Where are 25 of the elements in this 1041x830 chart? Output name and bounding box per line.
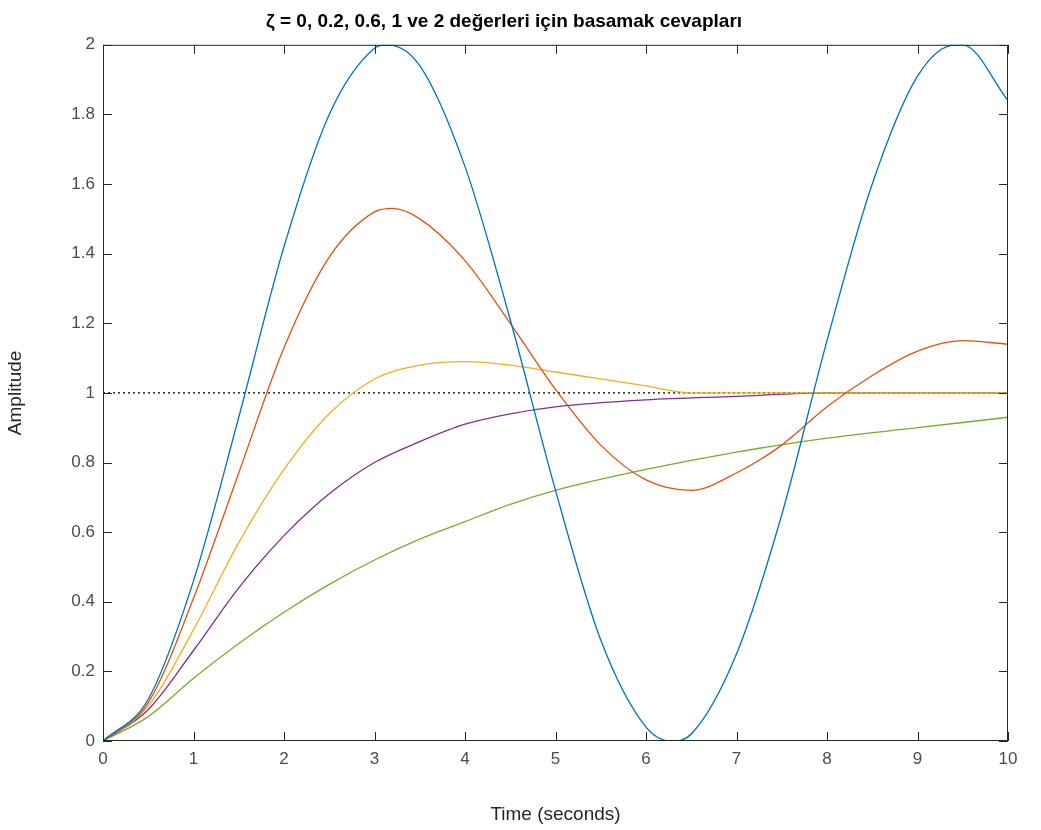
y-tick-label: 1.4 xyxy=(71,243,95,263)
x-tick-label: 5 xyxy=(550,748,561,768)
y-axis-title: Amplitude xyxy=(3,350,25,436)
y-tick-label: 1.8 xyxy=(71,104,95,124)
y-tick-label: 0.4 xyxy=(71,591,95,611)
y-tick-label: 0.6 xyxy=(71,521,95,541)
x-tick-label: 6 xyxy=(641,748,651,768)
x-tick-label: 4 xyxy=(460,748,470,768)
x-tick-label: 3 xyxy=(369,748,380,768)
y-tick-label: 0.2 xyxy=(71,661,95,681)
x-tick-label: 10 xyxy=(998,748,1018,768)
x-tick-label: 8 xyxy=(822,748,832,768)
y-tick-label: 0.8 xyxy=(71,452,95,472)
x-tick-label: 2 xyxy=(279,748,289,768)
y-tick-label: 1.2 xyxy=(71,312,95,332)
x-tick-label: 7 xyxy=(731,748,742,768)
y-tick-label: 1.6 xyxy=(71,173,95,193)
x-tick-label: 9 xyxy=(912,748,923,768)
x-tick-label: 1 xyxy=(188,748,199,768)
x-tick-label: 0 xyxy=(98,748,108,768)
y-tick-label: 1 xyxy=(85,382,95,402)
chart-title: ζ = 0, 0.2, 0.6, 1 ve 2 değerleri için basamak cevapları xyxy=(265,9,743,32)
x-axis-title: Time (seconds) xyxy=(490,802,621,824)
y-tick-label: 2 xyxy=(85,34,95,54)
y-tick-label: 0 xyxy=(85,730,95,750)
